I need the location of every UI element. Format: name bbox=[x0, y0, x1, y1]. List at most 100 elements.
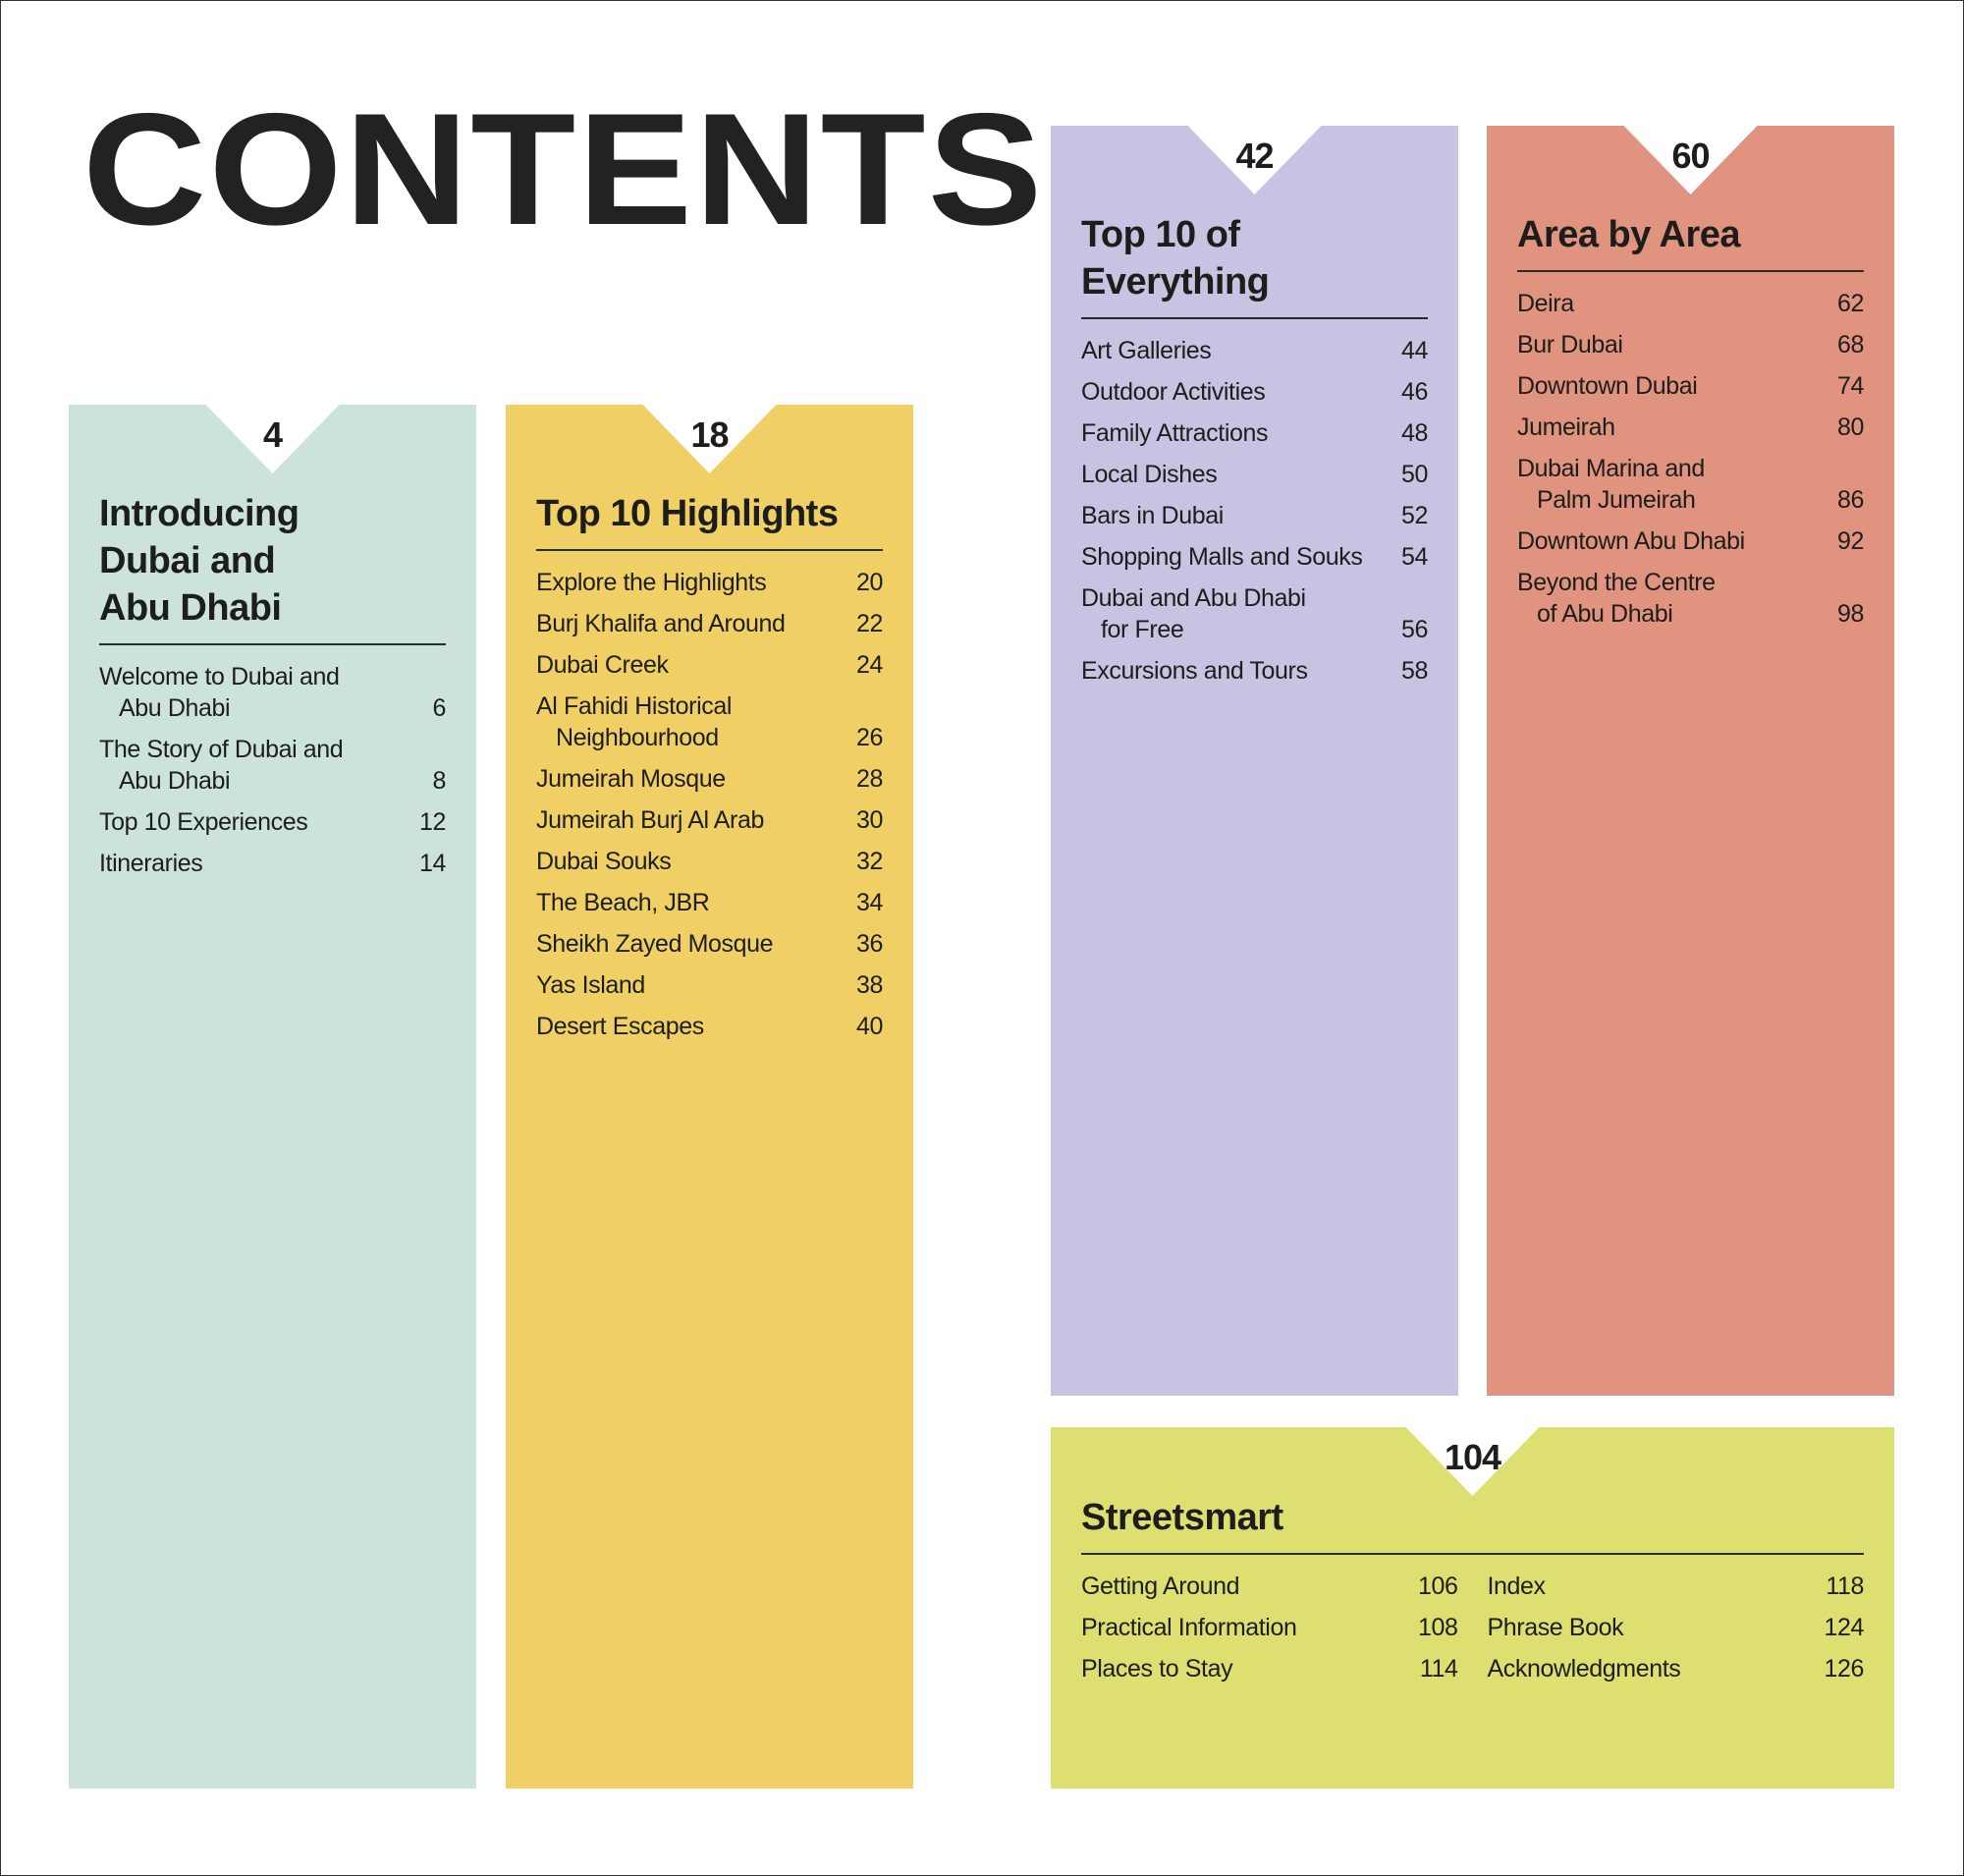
toc-entry[interactable]: Burj Khalifa and Around 22 bbox=[536, 608, 883, 639]
toc-entry[interactable]: Acknowledgments 126 bbox=[1488, 1653, 1865, 1684]
entry-page-number: 58 bbox=[1400, 657, 1428, 685]
entry-list: Deira 62 Bur Dubai 68 Downtown Dubai 74 Jumeir… bbox=[1517, 288, 1864, 630]
toc-entry[interactable]: Outdoor Activities 46 bbox=[1081, 376, 1428, 408]
page-title: CONTENTS bbox=[82, 81, 1045, 258]
toc-entry[interactable]: Bars in Dubai 52 bbox=[1081, 500, 1428, 531]
entry-title-line: Sheikh Zayed Mosque bbox=[536, 930, 774, 958]
toc-entry[interactable]: Phrase Book 124 bbox=[1488, 1612, 1865, 1643]
entry-title-line: Top 10 Experiences bbox=[99, 808, 308, 836]
entry-title: Outdoor Activities bbox=[1081, 376, 1266, 408]
entry-page-number: 44 bbox=[1400, 337, 1428, 364]
entry-title-line: Local Dishes bbox=[1081, 461, 1218, 488]
entry-page-number: 54 bbox=[1400, 543, 1428, 571]
entry-title: Beyond the Centre of Abu Dhabi bbox=[1517, 567, 1716, 630]
entry-page-number: 20 bbox=[855, 569, 883, 596]
entry-title-line: The Beach, JBR bbox=[536, 889, 710, 916]
section-start-page[interactable]: 60 bbox=[1671, 136, 1710, 176]
toc-entry[interactable]: Desert Escapes 40 bbox=[536, 1011, 883, 1042]
section-heading[interactable]: Top 10 of Everything bbox=[1081, 211, 1428, 319]
section-start-page[interactable]: 42 bbox=[1235, 136, 1274, 176]
entry-title-line: Jumeirah bbox=[1517, 414, 1615, 441]
entry-title: Index bbox=[1488, 1571, 1547, 1602]
entry-title-line: Downtown Abu Dhabi bbox=[1517, 527, 1745, 555]
entry-page-number: 68 bbox=[1836, 331, 1864, 359]
toc-entry[interactable]: Shopping Malls and Souks 54 bbox=[1081, 541, 1428, 573]
entry-page-number: 8 bbox=[432, 767, 446, 795]
section-streetsmart: 104 Streetsmart Getting Around 106 Practical… bbox=[1051, 1427, 1894, 1789]
entry-title-line: Deira bbox=[1517, 290, 1574, 317]
entry-title-line: Shopping Malls and Souks bbox=[1081, 543, 1363, 571]
entry-title: Explore the Highlights bbox=[536, 567, 767, 598]
toc-entry[interactable]: Jumeirah 80 bbox=[1517, 412, 1864, 443]
entry-title-line: Itineraries bbox=[99, 850, 203, 877]
toc-entry[interactable]: Local Dishes 50 bbox=[1081, 459, 1428, 490]
entry-page-number: 74 bbox=[1836, 372, 1864, 400]
section-heading[interactable]: Top 10 Highlights bbox=[536, 490, 883, 551]
section-heading[interactable]: Streetsmart bbox=[1081, 1494, 1864, 1555]
entry-title-line: Practical Information bbox=[1081, 1614, 1297, 1641]
toc-entry[interactable]: Dubai Marina and Palm Jumeirah 86 bbox=[1517, 453, 1864, 516]
entry-page-number: 12 bbox=[418, 808, 446, 836]
entry-title: Bars in Dubai bbox=[1081, 500, 1224, 531]
entry-title: Jumeirah Burj Al Arab bbox=[536, 804, 764, 836]
entry-page-number: 30 bbox=[855, 806, 883, 834]
entry-title: Downtown Dubai bbox=[1517, 370, 1698, 402]
toc-entry[interactable]: Excursions and Tours 58 bbox=[1081, 655, 1428, 687]
toc-entry[interactable]: Sheikh Zayed Mosque 36 bbox=[536, 928, 883, 960]
section-heading[interactable]: Introducing Dubai and Abu Dhabi bbox=[99, 490, 446, 645]
toc-entry[interactable]: Explore the Highlights 20 bbox=[536, 567, 883, 598]
toc-entry[interactable]: Jumeirah Burj Al Arab 30 bbox=[536, 804, 883, 836]
entry-title: Yas Island bbox=[536, 969, 645, 1001]
toc-entry[interactable]: Al Fahidi Historical Neighbourhood 26 bbox=[536, 690, 883, 753]
entry-page-number: 28 bbox=[855, 765, 883, 793]
toc-entry[interactable]: Bur Dubai 68 bbox=[1517, 329, 1864, 360]
toc-entry[interactable]: The Story of Dubai and Abu Dhabi 8 bbox=[99, 734, 446, 797]
toc-entry[interactable]: Downtown Abu Dhabi 92 bbox=[1517, 525, 1864, 557]
entry-title: Places to Stay bbox=[1081, 1653, 1233, 1684]
section-heading[interactable]: Area by Area bbox=[1517, 211, 1864, 272]
toc-entry[interactable]: Deira 62 bbox=[1517, 288, 1864, 319]
toc-entry[interactable]: Family Attractions 48 bbox=[1081, 417, 1428, 449]
entry-title-line: Burj Khalifa and Around bbox=[536, 610, 786, 637]
entry-title: Excursions and Tours bbox=[1081, 655, 1308, 687]
entry-title: Deira bbox=[1517, 288, 1574, 319]
toc-entry[interactable]: Getting Around 106 bbox=[1081, 1571, 1458, 1602]
toc-entry[interactable]: Places to Stay 114 bbox=[1081, 1653, 1458, 1684]
entry-title-line: Abu Dhabi bbox=[119, 694, 231, 722]
toc-entry[interactable]: Practical Information 108 bbox=[1081, 1612, 1458, 1643]
toc-entry[interactable]: Art Galleries 44 bbox=[1081, 335, 1428, 366]
entry-page-number: 98 bbox=[1836, 600, 1864, 628]
section-start-page[interactable]: 104 bbox=[1444, 1437, 1501, 1477]
entry-title-line: Al Fahidi Historical bbox=[536, 692, 733, 720]
toc-entry[interactable]: The Beach, JBR 34 bbox=[536, 887, 883, 918]
entry-list: Getting Around 106 Practical Information 10… bbox=[1081, 1571, 1458, 1694]
toc-entry[interactable]: Top 10 Experiences 12 bbox=[99, 806, 446, 838]
toc-entry[interactable]: Dubai Creek 24 bbox=[536, 649, 883, 681]
entry-title-line: Jumeirah Burj Al Arab bbox=[536, 806, 764, 834]
entry-page-number: 56 bbox=[1400, 616, 1428, 643]
toc-entry[interactable]: Downtown Dubai 74 bbox=[1517, 370, 1864, 402]
toc-entry[interactable]: Dubai Souks 32 bbox=[536, 846, 883, 877]
section-start-page[interactable]: 4 bbox=[262, 414, 283, 455]
toc-entry[interactable]: Beyond the Centre of Abu Dhabi 98 bbox=[1517, 567, 1864, 630]
section-start-page[interactable]: 18 bbox=[690, 414, 729, 455]
entry-title: Dubai and Abu Dhabi for Free bbox=[1081, 582, 1306, 645]
entry-title-line: Palm Jumeirah bbox=[1537, 486, 1696, 514]
entry-title-line: Abu Dhabi bbox=[119, 767, 231, 795]
toc-entry[interactable]: Itineraries 14 bbox=[99, 848, 446, 879]
entry-title-line: Beyond the Centre bbox=[1517, 569, 1716, 596]
toc-entry[interactable]: Index 118 bbox=[1488, 1571, 1865, 1602]
entry-title-line: of Abu Dhabi bbox=[1537, 600, 1673, 628]
entry-title: Phrase Book bbox=[1488, 1612, 1624, 1643]
toc-entry[interactable]: Jumeirah Mosque 28 bbox=[536, 763, 883, 795]
entry-title-line: Yas Island bbox=[536, 971, 645, 999]
entry-title-line: Places to Stay bbox=[1081, 1655, 1233, 1683]
entry-page-number: 52 bbox=[1400, 502, 1428, 529]
entry-title-line: Family Attractions bbox=[1081, 419, 1269, 447]
toc-entry[interactable]: Yas Island 38 bbox=[536, 969, 883, 1001]
entry-title: Top 10 Experiences bbox=[99, 806, 308, 838]
toc-entry[interactable]: Dubai and Abu Dhabi for Free 56 bbox=[1081, 582, 1428, 645]
toc-entry[interactable]: Welcome to Dubai and Abu Dhabi 6 bbox=[99, 661, 446, 724]
entry-title: Local Dishes bbox=[1081, 459, 1218, 490]
entry-title: Jumeirah bbox=[1517, 412, 1615, 443]
